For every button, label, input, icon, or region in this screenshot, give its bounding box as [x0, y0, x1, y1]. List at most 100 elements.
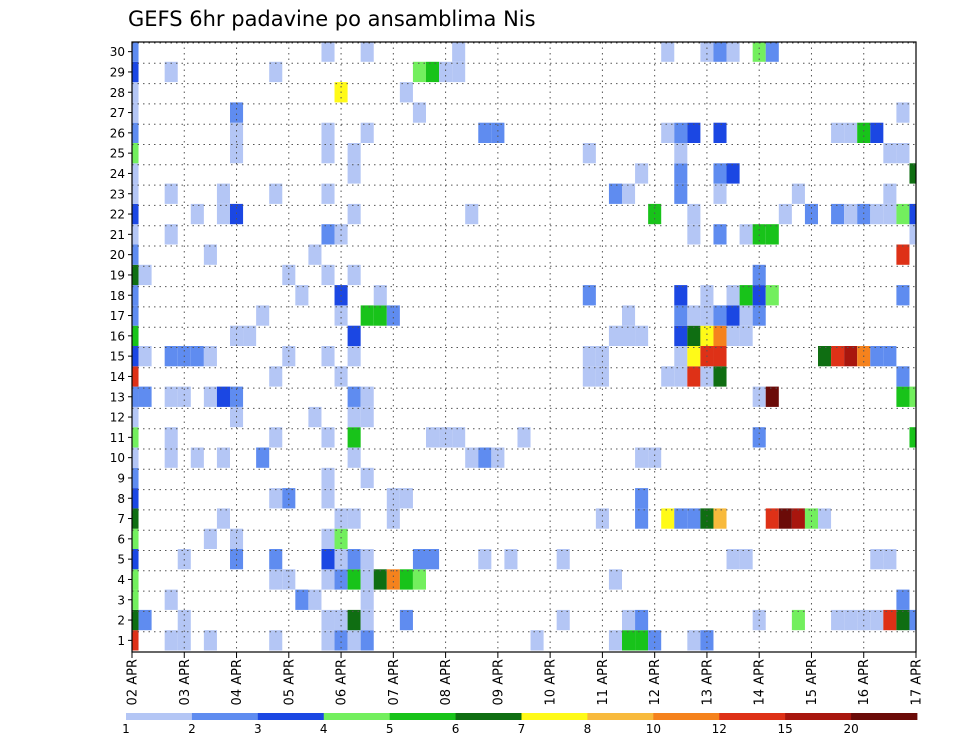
- heatmap-cell: [739, 325, 753, 346]
- x-tick-label: 16 APR: [857, 659, 872, 705]
- heatmap-cell: [556, 549, 570, 570]
- heatmap-cell: [412, 549, 426, 570]
- heatmap-cell: [896, 143, 910, 164]
- heatmap-cell: [674, 325, 688, 346]
- heatmap-cell: [132, 42, 139, 62]
- x-tick-label: 11 APR: [596, 659, 611, 705]
- heatmap-cell: [256, 447, 270, 468]
- heatmap-cell: [269, 488, 283, 509]
- heatmap-cell: [909, 203, 916, 225]
- heatmap-cell: [132, 609, 139, 631]
- y-tick-label: 12: [110, 411, 125, 425]
- heatmap-cell: [373, 569, 387, 590]
- x-tick-label: 14 APR: [753, 659, 768, 705]
- heatmap-cell: [347, 609, 361, 631]
- y-tick-label: 5: [117, 553, 125, 567]
- heatmap-cell: [687, 203, 701, 225]
- heatmap-cell: [726, 42, 740, 62]
- heatmap-cell: [132, 285, 139, 306]
- heatmap-cell: [674, 143, 688, 164]
- legend-label: 5: [386, 722, 394, 736]
- heatmap-cell: [896, 589, 910, 610]
- heatmap-cell: [883, 609, 897, 631]
- heatmap-cell: [164, 61, 178, 83]
- heatmap-cell: [582, 285, 596, 306]
- heatmap-cell: [896, 609, 910, 631]
- heatmap-cell: [269, 569, 283, 590]
- heatmap-cell: [203, 386, 217, 407]
- heatmap-cell: [321, 122, 335, 143]
- heatmap-cell: [321, 549, 335, 570]
- heatmap-cell: [791, 183, 805, 204]
- heatmap-cell: [347, 386, 361, 407]
- heatmap-cell: [132, 325, 139, 346]
- heatmap-cell: [687, 508, 701, 529]
- heatmap-cell: [132, 264, 139, 286]
- heatmap-cell: [465, 447, 479, 468]
- heatmap-cell: [269, 61, 283, 83]
- heatmap-cell: [230, 386, 244, 407]
- heatmap-cells: [132, 42, 916, 651]
- legend-color-swatch: [851, 713, 918, 720]
- x-tick-label: 10 APR: [544, 659, 559, 705]
- heatmap-cell: [687, 305, 701, 326]
- y-tick-label: 22: [110, 208, 125, 222]
- heatmap-cell: [132, 427, 139, 448]
- heatmap-cell: [608, 630, 622, 651]
- heatmap-cell: [883, 203, 897, 225]
- heatmap-cell: [687, 325, 701, 346]
- heatmap-cell: [321, 488, 335, 509]
- legend-color-swatch: [521, 713, 588, 720]
- y-tick-label: 13: [110, 390, 125, 404]
- heatmap-cell: [687, 366, 701, 387]
- heatmap-cell: [230, 203, 244, 225]
- legend-label: 10: [646, 722, 661, 736]
- heatmap-cell: [138, 609, 152, 631]
- heatmap-cell: [360, 569, 374, 590]
- heatmap-cell: [804, 203, 818, 225]
- heatmap-cell: [726, 163, 740, 184]
- heatmap-cell: [321, 467, 335, 489]
- heatmap-cell: [132, 143, 139, 164]
- heatmap-cell: [321, 264, 335, 286]
- heatmap-cell: [132, 447, 139, 468]
- heatmap-cell: [752, 305, 766, 326]
- heatmap-cell: [648, 447, 662, 468]
- color-legend: 1 2 3 4 5 6 7 8 10 12 15 20: [122, 713, 918, 736]
- heatmap-cell: [132, 528, 139, 549]
- heatmap-cell: [347, 325, 361, 346]
- legend-color-swatch: [785, 713, 852, 720]
- heatmap-cell: [909, 224, 916, 245]
- heatmap-cell: [269, 366, 283, 387]
- y-tick-label: 30: [110, 45, 125, 59]
- heatmap-cell: [321, 528, 335, 549]
- heatmap-cell: [818, 346, 832, 367]
- heatmap-cell: [216, 447, 230, 468]
- heatmap-cell: [321, 346, 335, 367]
- heatmap-cell: [700, 305, 714, 326]
- heatmap-cell: [426, 427, 440, 448]
- heatmap-cell: [700, 325, 714, 346]
- heatmap-cell: [321, 143, 335, 164]
- heatmap-cell: [177, 386, 191, 407]
- heatmap-cell: [321, 630, 335, 651]
- heatmap-cell: [132, 163, 139, 184]
- heatmap-cell: [504, 549, 518, 570]
- heatmap-cell: [752, 42, 766, 62]
- heatmap-cell: [478, 549, 492, 570]
- heatmap-cell: [269, 549, 283, 570]
- heatmap-cell: [674, 305, 688, 326]
- heatmap-cell: [883, 549, 897, 570]
- legend-label: 2: [188, 722, 196, 736]
- heatmap-cell: [752, 224, 766, 245]
- y-tick-label: 26: [110, 126, 125, 140]
- heatmap-cell: [713, 325, 727, 346]
- heatmap-cell: [752, 427, 766, 448]
- heatmap-cell: [831, 609, 845, 631]
- heatmap-cell: [360, 467, 374, 489]
- heatmap-cell: [321, 183, 335, 204]
- heatmap-cell: [138, 386, 152, 407]
- heatmap-cell: [870, 203, 884, 225]
- heatmap-cell: [347, 406, 361, 428]
- heatmap-cell: [203, 528, 217, 549]
